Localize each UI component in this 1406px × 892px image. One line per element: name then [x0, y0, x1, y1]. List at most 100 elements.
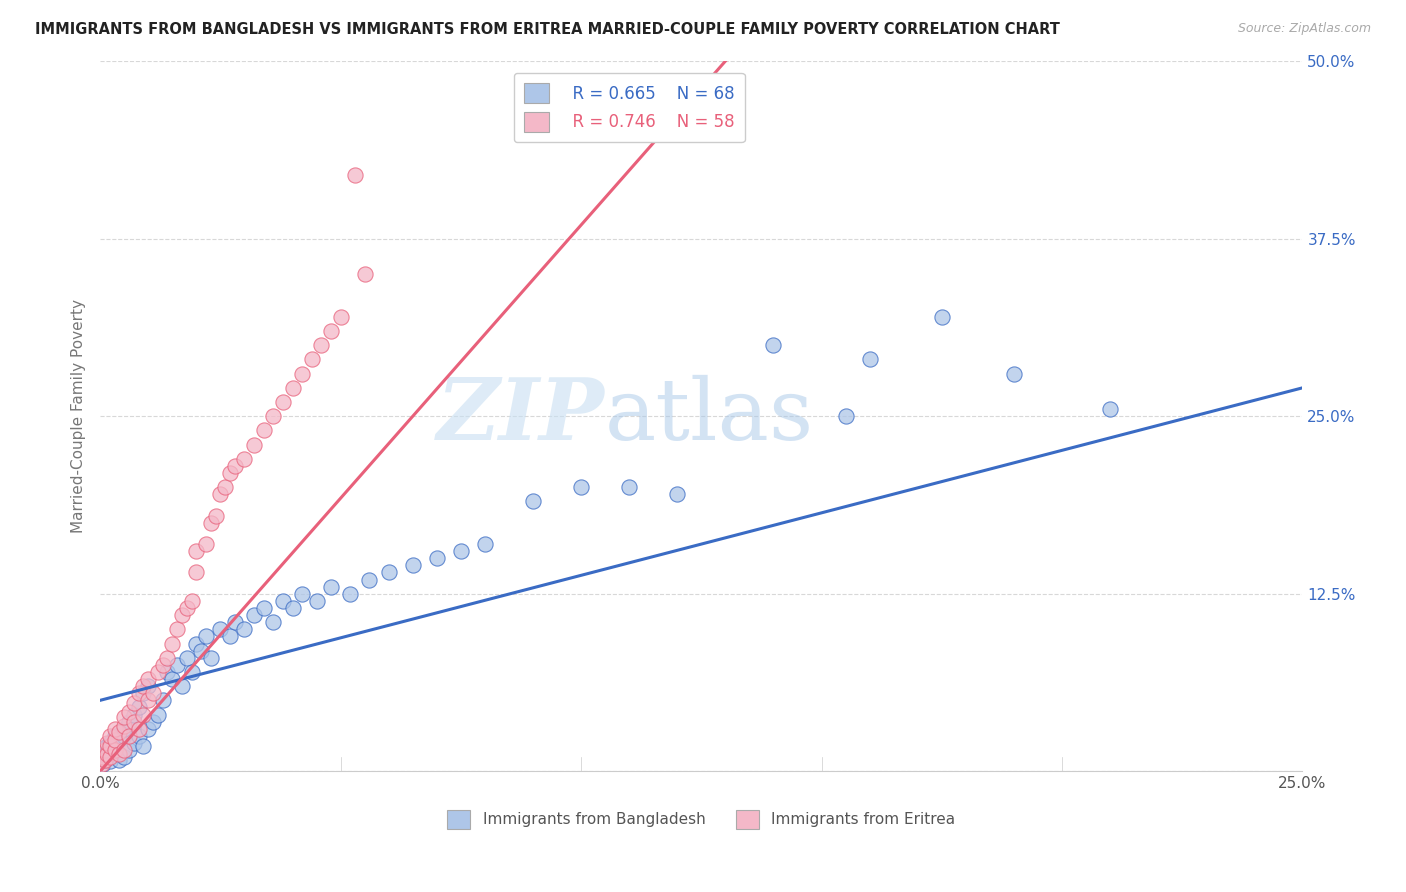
Point — [98, 750, 121, 764]
Point — [122, 714, 145, 729]
Point — [91, 750, 114, 764]
Point — [377, 566, 399, 580]
Point — [98, 736, 121, 750]
Point — [224, 615, 246, 630]
Y-axis label: Married-Couple Family Poverty: Married-Couple Family Poverty — [72, 299, 86, 533]
Point — [132, 679, 155, 693]
Point — [180, 665, 202, 679]
Point — [233, 623, 256, 637]
Point — [103, 733, 125, 747]
Point — [136, 722, 159, 736]
Point — [122, 707, 145, 722]
Point — [108, 724, 131, 739]
Point — [194, 537, 217, 551]
Point — [156, 665, 179, 679]
Point — [96, 750, 118, 764]
Point — [329, 310, 352, 324]
Point — [291, 367, 314, 381]
Point — [162, 636, 184, 650]
Point — [859, 352, 882, 367]
Point — [142, 714, 165, 729]
Point — [569, 480, 592, 494]
Point — [262, 409, 284, 424]
Point — [666, 487, 689, 501]
Point — [128, 729, 150, 743]
Point — [522, 494, 544, 508]
Point — [166, 657, 188, 672]
Point — [96, 739, 118, 753]
Point — [219, 629, 242, 643]
Text: atlas: atlas — [605, 375, 814, 458]
Point — [152, 657, 174, 672]
Point — [1002, 367, 1025, 381]
Point — [281, 381, 304, 395]
Point — [103, 739, 125, 753]
Point — [762, 338, 785, 352]
Text: IMMIGRANTS FROM BANGLADESH VS IMMIGRANTS FROM ERITREA MARRIED-COUPLE FAMILY POVE: IMMIGRANTS FROM BANGLADESH VS IMMIGRANTS… — [35, 22, 1060, 37]
Point — [142, 686, 165, 700]
Text: ZIP: ZIP — [437, 375, 605, 458]
Point — [209, 623, 232, 637]
Point — [301, 352, 323, 367]
Point — [103, 729, 125, 743]
Point — [253, 424, 276, 438]
Text: Source: ZipAtlas.com: Source: ZipAtlas.com — [1237, 22, 1371, 36]
Point — [96, 747, 118, 762]
Point — [1099, 402, 1122, 417]
Point — [118, 743, 141, 757]
Point — [122, 696, 145, 710]
Point — [108, 733, 131, 747]
Point — [122, 736, 145, 750]
Point — [233, 451, 256, 466]
Legend: Immigrants from Bangladesh, Immigrants from Eritrea: Immigrants from Bangladesh, Immigrants f… — [441, 804, 962, 835]
Point — [186, 636, 208, 650]
Point — [166, 623, 188, 637]
Point — [344, 168, 367, 182]
Point — [98, 743, 121, 757]
Point — [186, 566, 208, 580]
Point — [204, 508, 226, 523]
Point — [96, 736, 118, 750]
Point — [118, 714, 141, 729]
Point — [136, 679, 159, 693]
Point — [94, 753, 117, 767]
Point — [118, 729, 141, 743]
Point — [617, 480, 640, 494]
Point — [305, 594, 328, 608]
Point — [281, 601, 304, 615]
Point — [353, 267, 375, 281]
Point — [200, 516, 222, 530]
Point — [209, 487, 232, 501]
Point — [112, 719, 135, 733]
Point — [190, 643, 212, 657]
Point — [162, 672, 184, 686]
Point — [291, 587, 314, 601]
Point — [319, 580, 342, 594]
Point — [108, 753, 131, 767]
Point — [474, 537, 496, 551]
Point — [180, 594, 202, 608]
Point — [91, 757, 114, 772]
Point — [186, 544, 208, 558]
Point — [128, 722, 150, 736]
Point — [128, 700, 150, 714]
Point — [146, 707, 169, 722]
Point — [170, 679, 193, 693]
Point — [319, 324, 342, 338]
Point — [450, 544, 472, 558]
Point — [271, 594, 294, 608]
Point — [108, 747, 131, 762]
Point — [98, 729, 121, 743]
Point — [402, 558, 425, 573]
Point — [262, 615, 284, 630]
Point — [156, 650, 179, 665]
Point — [90, 757, 112, 772]
Point — [94, 743, 117, 757]
Point — [94, 747, 117, 762]
Point — [152, 693, 174, 707]
Point — [224, 458, 246, 473]
Point — [146, 665, 169, 679]
Point — [112, 729, 135, 743]
Point — [194, 629, 217, 643]
Point — [132, 707, 155, 722]
